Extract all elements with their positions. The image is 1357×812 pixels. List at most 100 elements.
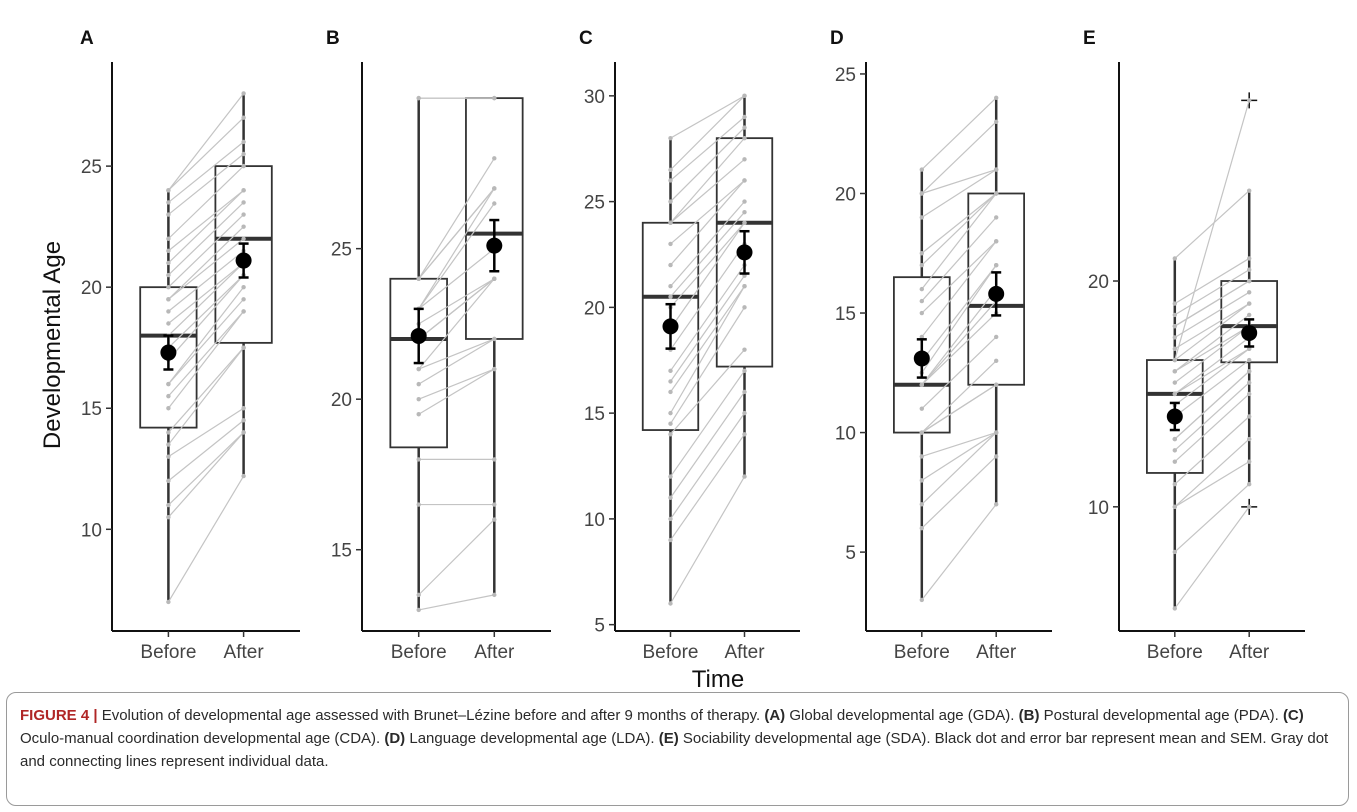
individual-line-c <box>670 275 745 382</box>
individual-line-b <box>418 278 495 340</box>
individual-point-after-e <box>1247 357 1252 363</box>
x-tick-label-a: After <box>224 642 265 663</box>
individual-line-c <box>670 243 745 351</box>
y-tick-label-e: 10 <box>1088 498 1109 519</box>
individual-point-before-a <box>166 212 171 217</box>
individual-line-d <box>921 312 997 386</box>
individual-line-c <box>670 180 745 266</box>
individual-line-c <box>669 476 746 604</box>
individual-point-after-e <box>1247 312 1252 318</box>
individual-line-e <box>1174 506 1250 609</box>
individual-line-d <box>921 360 997 433</box>
individual-point-before-e <box>1172 323 1178 329</box>
individual-point-before-a <box>166 188 171 193</box>
individual-point-before-d <box>919 502 924 507</box>
individual-point-after-a <box>241 91 246 96</box>
caption-tag-a: (A) <box>764 707 786 724</box>
individual-point-before-a <box>166 260 171 266</box>
y-axis-title: Developmental Age <box>39 241 66 449</box>
caption-intro: Evolution of developmental age assessed … <box>97 707 765 724</box>
individual-point-before-c <box>668 178 673 183</box>
individual-line-a <box>167 165 245 240</box>
individual-point-after-e <box>1247 414 1252 419</box>
individual-point-after-a <box>241 345 246 350</box>
individual-point-before-b <box>416 396 421 402</box>
individual-line-d <box>921 432 997 505</box>
individual-point-after-e <box>1247 290 1252 295</box>
caption-tag-c: (C) <box>1282 707 1304 724</box>
individual-line-d <box>921 121 997 194</box>
individual-point-after-a <box>241 139 246 145</box>
individual-line-a <box>168 250 244 312</box>
individual-point-after-c <box>742 93 747 99</box>
individual-point-after-e <box>1247 436 1252 442</box>
individual-point-before-a <box>166 272 171 278</box>
individual-point-before-c <box>668 199 673 204</box>
individual-line-e <box>1174 325 1250 384</box>
individual-line-d <box>921 264 997 362</box>
individual-point-after-d <box>994 239 999 244</box>
individual-point-after-c <box>742 474 747 479</box>
mean-point-b-after <box>486 237 503 254</box>
individual-line-b <box>418 368 495 400</box>
x-tick-label-d: Before <box>894 642 950 663</box>
individual-point-after-b <box>492 457 497 462</box>
individual-point-before-e <box>1172 482 1178 487</box>
individual-point-after-e <box>1247 459 1252 464</box>
individual-point-before-c <box>668 601 673 606</box>
individual-point-before-c <box>668 410 673 416</box>
individual-point-before-d <box>919 263 924 268</box>
individual-line-c <box>670 222 745 308</box>
individual-point-before-c <box>668 135 673 141</box>
individual-point-after-c <box>742 432 747 437</box>
individual-point-before-a <box>166 381 171 387</box>
x-tick-label-e: Before <box>1147 642 1203 663</box>
individual-point-before-e <box>1172 459 1178 464</box>
individual-point-after-a <box>241 115 246 120</box>
individual-line-a <box>167 202 245 276</box>
x-tick-label-d: After <box>976 642 1017 663</box>
individual-line-d <box>921 288 997 386</box>
individual-line-b <box>418 338 495 385</box>
individual-line-d <box>921 97 997 171</box>
individual-point-after-e <box>1247 482 1252 487</box>
individual-line-c <box>670 127 745 203</box>
individual-line-e <box>1174 382 1250 451</box>
individual-point-after-d <box>994 382 999 387</box>
y-tick-label-c: 5 <box>594 616 605 637</box>
individual-line-e <box>1174 269 1250 316</box>
individual-line-c <box>670 264 745 372</box>
y-tick-label-c: 15 <box>584 404 605 425</box>
mean-point-b-before <box>410 327 427 344</box>
individual-line-a <box>167 347 245 433</box>
individual-point-before-a <box>166 393 171 399</box>
individual-point-after-e <box>1247 301 1252 306</box>
y-tick-label-a: 25 <box>81 157 102 178</box>
individual-line-c <box>669 307 746 425</box>
individual-point-after-c <box>742 114 747 120</box>
individual-point-before-d <box>919 191 924 196</box>
caption-frame <box>6 692 1349 806</box>
individual-point-before-d <box>919 597 924 603</box>
individual-point-after-a <box>241 309 246 314</box>
individual-point-after-c <box>742 209 747 215</box>
individual-line-a <box>168 407 244 458</box>
y-tick-label-d: 10 <box>835 424 856 445</box>
individual-line-e <box>1174 461 1250 508</box>
individual-line-a <box>167 432 245 506</box>
individual-point-before-e <box>1172 369 1178 374</box>
individual-point-after-e <box>1247 278 1252 284</box>
individual-line-a <box>167 274 245 349</box>
individual-line-b <box>418 188 495 310</box>
individual-line-c <box>670 116 745 181</box>
individual-point-after-a <box>241 200 246 205</box>
individual-point-after-e <box>1247 188 1252 193</box>
individual-line-a <box>167 311 245 409</box>
individual-point-after-e <box>1247 504 1252 510</box>
individual-point-after-b <box>492 186 497 191</box>
individual-point-before-a <box>166 284 171 290</box>
individual-line-e <box>1174 359 1250 417</box>
individual-point-before-d <box>919 310 924 316</box>
caption-tag-e: (E) <box>658 730 679 747</box>
individual-line-a <box>168 262 244 324</box>
